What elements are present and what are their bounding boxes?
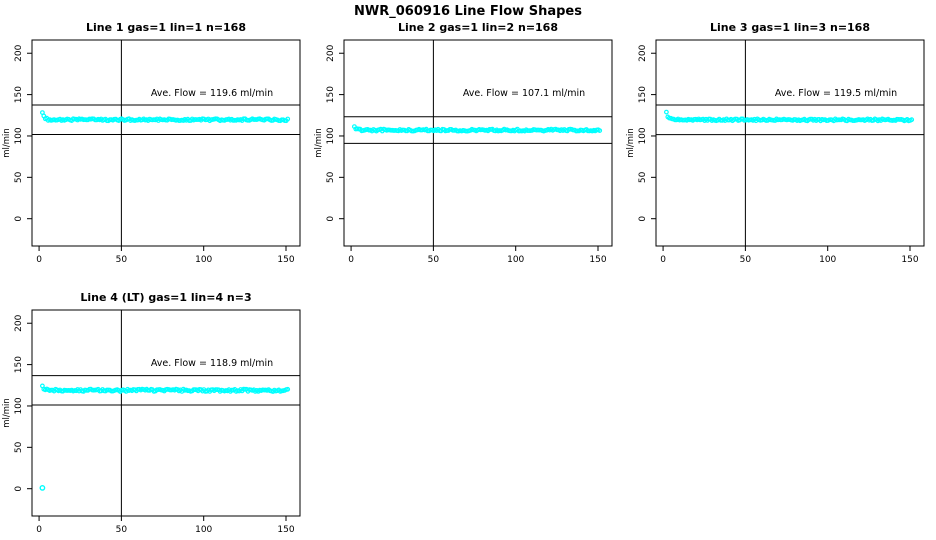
y-tick-label: 150 <box>14 86 24 103</box>
y-tick-label: 200 <box>14 314 24 331</box>
x-tick-label: 150 <box>589 255 606 265</box>
x-tick-label: 100 <box>195 525 212 535</box>
y-tick-label: 100 <box>638 127 648 144</box>
x-tick-label: 50 <box>740 255 752 265</box>
data-point <box>597 128 603 134</box>
subplot-title: Line 2 gas=1 lin=2 n=168 <box>398 21 558 34</box>
plot-box <box>655 39 925 247</box>
y-tick-label: 0 <box>638 216 648 222</box>
plot-area: 0 50 100 150 0 50 100 150 200 ml/min <box>314 39 613 265</box>
subplot-line-1: Line 1 gas=1 lin=1 n=168 Ave. Flow = 119… <box>2 21 301 265</box>
plot-box <box>31 309 301 517</box>
ave-flow-annotation: Ave. Flow = 119.5 ml/min <box>775 88 897 99</box>
data-point <box>909 117 915 123</box>
y-tick-label: 100 <box>326 127 336 144</box>
subplot-line-3: Line 3 gas=1 lin=3 n=168 Ave. Flow = 119… <box>626 21 925 265</box>
plot-area: 0 50 100 150 0 50 100 150 200 ml/min <box>626 39 925 265</box>
data-points <box>40 110 291 124</box>
y-tick-label: 50 <box>638 171 648 183</box>
plot-box <box>31 39 301 247</box>
x-tick-label: 50 <box>116 525 128 535</box>
ave-flow-annotation: Ave. Flow = 118.9 ml/min <box>151 358 273 369</box>
x-tick-label: 150 <box>277 525 294 535</box>
y-tick-label: 100 <box>14 397 24 414</box>
figure-title: NWR_060916 Line Flow Shapes <box>354 4 582 19</box>
x-tick-label: 100 <box>819 255 836 265</box>
y-tick-label: 0 <box>14 216 24 222</box>
y-tick-label: 100 <box>14 127 24 144</box>
plot-area: 0 50 100 150 0 50 100 150 200 ml/min <box>2 39 301 265</box>
y-axis-label: ml/min <box>2 128 12 158</box>
subplot-title: Line 4 (LT) gas=1 lin=4 n=3 <box>80 291 251 304</box>
x-tick-label: 100 <box>195 255 212 265</box>
subplot-title: Line 1 gas=1 lin=1 n=168 <box>86 21 246 34</box>
data-point <box>285 386 291 392</box>
y-tick-label: 150 <box>638 86 648 103</box>
x-tick-label: 150 <box>277 255 294 265</box>
y-tick-label: 0 <box>14 486 24 492</box>
y-tick-label: 200 <box>14 44 24 61</box>
plot-area: 0 50 100 150 0 50 100 150 200 ml/min <box>2 309 301 535</box>
x-tick-label: 150 <box>901 255 918 265</box>
y-axis-label: ml/min <box>314 128 324 158</box>
data-points <box>39 383 291 491</box>
x-tick-label: 0 <box>36 525 42 535</box>
x-tick-label: 100 <box>507 255 524 265</box>
y-tick-label: 0 <box>326 216 336 222</box>
ave-flow-annotation: Ave. Flow = 107.1 ml/min <box>463 88 585 99</box>
subplot-title: Line 3 gas=1 lin=3 n=168 <box>710 21 870 34</box>
x-tick-label: 50 <box>428 255 440 265</box>
y-tick-label: 200 <box>326 44 336 61</box>
y-tick-label: 150 <box>326 86 336 103</box>
y-tick-label: 200 <box>638 44 648 61</box>
y-tick-label: 50 <box>14 441 24 453</box>
x-tick-label: 0 <box>660 255 666 265</box>
data-point <box>285 116 291 122</box>
data-points <box>664 109 915 124</box>
y-tick-label: 150 <box>14 356 24 373</box>
x-tick-label: 0 <box>36 255 42 265</box>
y-tick-label: 50 <box>14 171 24 183</box>
ave-flow-annotation: Ave. Flow = 119.6 ml/min <box>151 88 273 99</box>
x-tick-label: 0 <box>348 255 354 265</box>
y-tick-label: 50 <box>326 171 336 183</box>
y-axis-label: ml/min <box>2 398 12 428</box>
x-tick-label: 50 <box>116 255 128 265</box>
subplot-line-2: Line 2 gas=1 lin=2 n=168 Ave. Flow = 107… <box>314 21 613 265</box>
subplot-line-4: Line 4 (LT) gas=1 lin=4 n=3 Ave. Flow = … <box>2 291 301 535</box>
data-points <box>352 124 603 134</box>
outlier-point <box>39 484 46 491</box>
y-axis-label: ml/min <box>626 128 636 158</box>
data-point <box>664 109 669 115</box>
